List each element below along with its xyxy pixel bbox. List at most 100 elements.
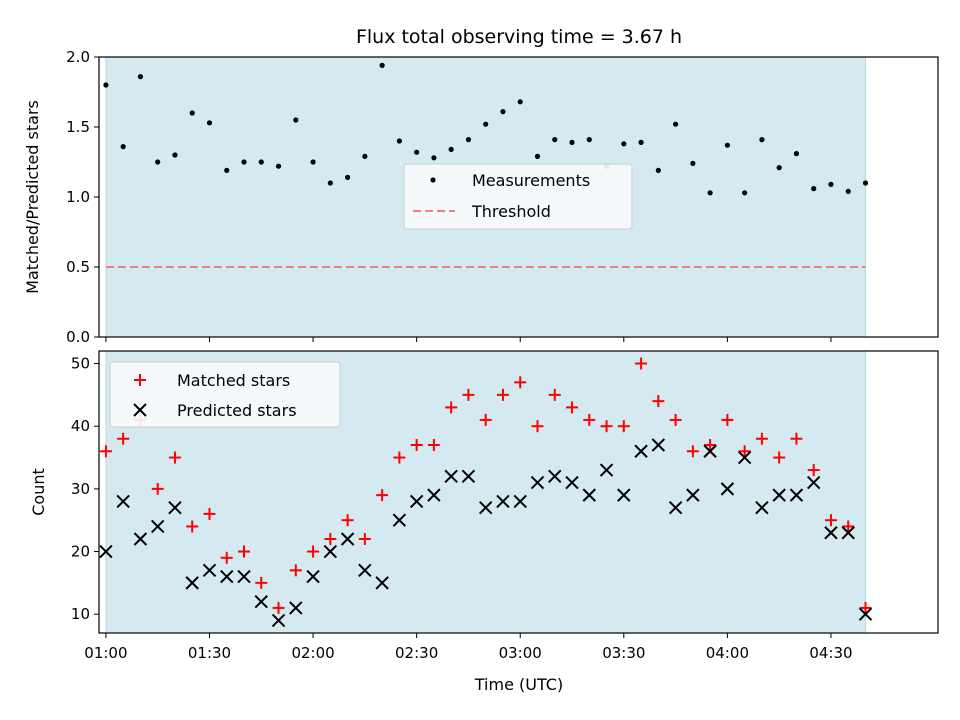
measurement-point xyxy=(690,160,696,166)
measurement-point xyxy=(344,174,351,180)
matched-stars-point xyxy=(445,401,458,414)
measurement-point xyxy=(379,62,385,68)
matched-stars-point xyxy=(704,439,717,451)
measurement-point xyxy=(621,141,627,147)
measurement-point xyxy=(483,121,489,127)
predicted-stars-point xyxy=(737,450,752,465)
matched-stars-point xyxy=(479,413,492,426)
measurement-point xyxy=(224,167,230,173)
matched-stars-point xyxy=(151,482,164,495)
predicted-stars-point xyxy=(444,469,458,484)
predicted-stars-point xyxy=(565,475,579,490)
predicted-stars-point xyxy=(271,613,286,628)
measurement-point xyxy=(414,149,420,155)
measurement-point xyxy=(310,159,316,165)
measurement-point xyxy=(638,139,644,145)
matched-stars-point xyxy=(617,420,630,433)
bottom-ytick-label: 50 xyxy=(71,355,90,373)
predicted-stars-point xyxy=(289,601,303,615)
matched-stars-point xyxy=(272,601,285,614)
measurement-point xyxy=(517,99,523,105)
matched-stars-point xyxy=(358,533,371,545)
measurement-point xyxy=(707,190,713,196)
predicted-stars-point xyxy=(582,488,596,502)
predicted-stars-point xyxy=(254,594,268,609)
xtick-label: 03:30 xyxy=(602,644,645,662)
measurement-point xyxy=(465,137,472,143)
measurement-point xyxy=(828,181,834,187)
top-ytick-label: 1.0 xyxy=(66,188,90,206)
xtick-label: 02:00 xyxy=(291,644,334,662)
predicted-stars-point xyxy=(340,532,355,546)
predicted-stars-point xyxy=(755,500,769,515)
measurement-point xyxy=(534,153,541,159)
xtick-label: 03:00 xyxy=(499,644,542,662)
predicted-stars-point xyxy=(617,488,631,502)
measurement-point xyxy=(759,137,765,143)
predicted-stars-point xyxy=(703,444,717,458)
measurement-point xyxy=(500,109,506,115)
predicted-stars-point xyxy=(133,532,148,546)
top-panel: Matched/Predicted stars Measurements Thr… xyxy=(23,56,939,338)
predicted-stars-point xyxy=(858,607,873,621)
bottom-xlabel: Time (UTC) xyxy=(474,675,563,694)
predicted-stars-point xyxy=(841,526,855,540)
matched-stars-point xyxy=(652,395,665,408)
top-ylabel: Matched/Predicted stars xyxy=(23,100,42,294)
predicted-stars-point xyxy=(548,469,562,484)
predicted-stars-point xyxy=(634,444,648,458)
bottom-ylabel: Count xyxy=(29,468,48,516)
legend-threshold-label: Threshold xyxy=(471,202,551,221)
measurement-point xyxy=(120,144,126,150)
measurement-point xyxy=(724,142,730,148)
measurement-point xyxy=(137,74,144,80)
matched-stars-point xyxy=(255,576,268,589)
predicted-stars-point xyxy=(358,563,372,578)
predicted-stars-point xyxy=(461,469,476,484)
matched-stars-point xyxy=(548,388,561,401)
xtick-label: 04:00 xyxy=(706,644,749,662)
measurement-point xyxy=(811,186,817,192)
matched-stars-point xyxy=(462,388,475,401)
matched-stars-point xyxy=(324,533,337,545)
measurement-point xyxy=(293,117,299,123)
matched-stars-point xyxy=(117,432,130,445)
bottom-plot-frame xyxy=(98,350,939,634)
bottom-legend: Matched stars Predicted stars xyxy=(109,361,341,428)
measurement-point xyxy=(569,139,575,145)
matched-stars-point xyxy=(721,413,734,426)
legend-matched-label: Matched stars xyxy=(177,371,290,390)
matched-stars-point xyxy=(669,413,682,426)
legend-predicted-marker xyxy=(133,403,147,417)
matched-stars-point xyxy=(203,507,216,520)
predicted-stars-point xyxy=(513,494,527,509)
measurement-point xyxy=(275,163,282,169)
matched-stars-point xyxy=(99,445,112,458)
measurement-point xyxy=(448,146,454,152)
predicted-stars-point xyxy=(720,482,735,496)
predicted-stars-point xyxy=(668,500,683,515)
matched-stars-point xyxy=(790,432,803,445)
predicted-stars-point xyxy=(789,488,804,502)
predicted-stars-point xyxy=(185,576,199,590)
top-legend-box xyxy=(403,163,633,230)
bottom-ytick-label: 40 xyxy=(71,417,90,435)
matched-stars-point xyxy=(168,451,181,464)
predicted-stars-point xyxy=(496,494,510,509)
predicted-stars-point xyxy=(237,569,251,584)
bottom-legend-box xyxy=(109,361,341,428)
matched-stars-point xyxy=(376,489,389,502)
measurement-point xyxy=(155,159,161,165)
matched-stars-point xyxy=(738,445,751,458)
top-legend: Measurements Threshold xyxy=(403,163,633,230)
bottom-ytick-label: 10 xyxy=(71,605,90,623)
predicted-stars-point xyxy=(806,475,821,490)
matched-stars-point xyxy=(238,545,251,558)
top-ytick-label: 0.5 xyxy=(66,258,90,276)
xtick-label: 02:30 xyxy=(395,644,438,662)
top-ytick-label: 2.0 xyxy=(66,48,90,66)
predicted-stars-point xyxy=(168,500,182,515)
measurement-point xyxy=(258,159,264,165)
legend-measurements-marker xyxy=(430,177,436,183)
predicted-stars-point xyxy=(306,569,320,584)
